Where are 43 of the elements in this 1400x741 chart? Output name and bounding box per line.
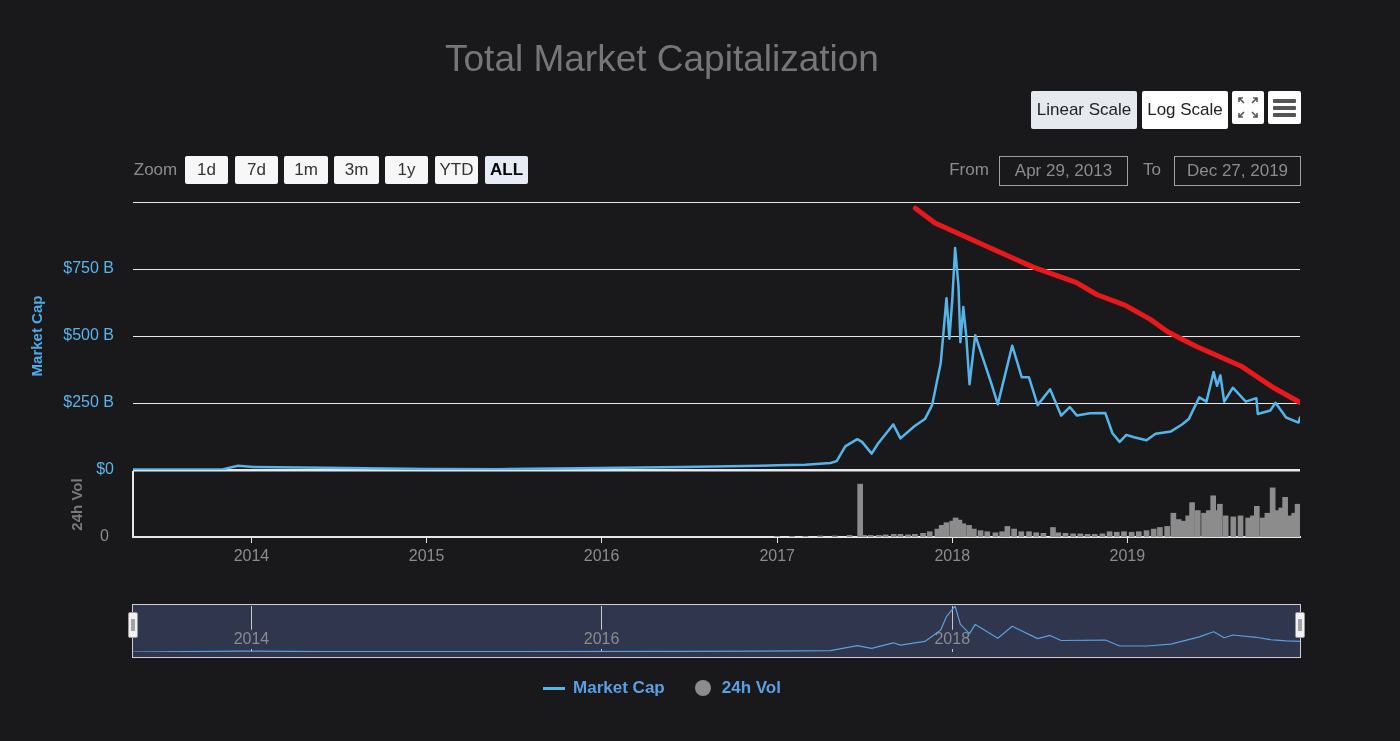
range-button: 1m (284, 156, 328, 184)
range-button: 7d (235, 156, 278, 184)
bar (1136, 531, 1142, 537)
bar (1099, 533, 1106, 537)
bar (1106, 531, 1113, 537)
bar (1143, 530, 1150, 537)
x-tick-label: 2018 (934, 629, 971, 647)
text: Zoom (133, 159, 178, 181)
x-tick-label: 2017 (759, 547, 796, 565)
x-tick-label: 2016 (583, 629, 620, 647)
y-tick-label: $0 (96, 460, 115, 478)
bar (857, 483, 863, 537)
bar (1230, 516, 1237, 537)
x-tick-label: 2015 (408, 547, 445, 565)
date-field: Dec 27, 2019 (1174, 156, 1301, 186)
x-tick-label: 2016 (583, 547, 620, 565)
y-tick-label: $750 B (63, 259, 114, 277)
bar (943, 522, 950, 537)
range-button: ALL (485, 156, 528, 184)
y-axis-title: 24h Vol (68, 478, 86, 531)
range-button: YTD (435, 156, 478, 184)
text: From (948, 159, 990, 181)
chart-title: Total Market Capitalization (444, 38, 880, 79)
x-tick-label: 2018 (934, 547, 971, 565)
scale-button: Linear Scale (1031, 91, 1137, 129)
y-tick-label: $500 B (63, 326, 114, 344)
legend-label: 24h Vol (721, 678, 781, 698)
bar (1282, 497, 1288, 537)
range-button: 3m (334, 156, 379, 184)
date-field: Apr 29, 2013 (999, 156, 1128, 186)
scale-button: Log Scale (1142, 91, 1228, 129)
x-tick-label: 2014 (233, 629, 270, 647)
text: To (1142, 159, 1162, 181)
y-axis-title: Market Cap (28, 295, 46, 377)
y-tick-label: $250 B (63, 393, 114, 411)
x-tick-label: 2019 (1109, 547, 1146, 565)
x-tick-label: 2014 (233, 547, 270, 565)
legend-label: Market Cap (573, 678, 665, 698)
range-button: 1y (385, 156, 428, 184)
bar (1294, 503, 1300, 537)
text: 0 (100, 527, 110, 545)
bar (1091, 534, 1098, 537)
range-button: 1d (185, 156, 228, 184)
